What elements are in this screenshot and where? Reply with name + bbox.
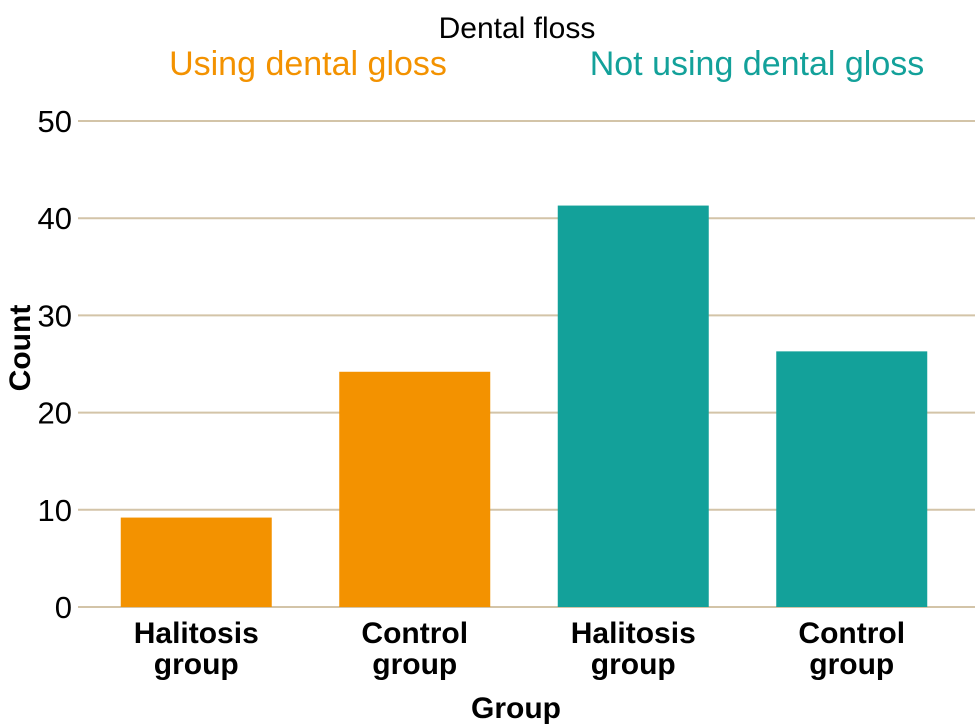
x-category-label: Control group — [361, 617, 468, 681]
x-category-label: Halitosis group — [134, 617, 259, 681]
bars — [120, 205, 928, 607]
y-axis-ticks: 0 10 20 30 40 50 — [38, 104, 72, 625]
x-category-label: Control group — [798, 617, 905, 681]
bar — [339, 371, 491, 607]
legend-entry-not-using: Not using dental gloss — [590, 45, 925, 83]
bar — [776, 351, 928, 607]
legend-entry-using: Using dental gloss — [169, 45, 447, 83]
y-tick-label: 20 — [38, 396, 72, 431]
x-axis-title: Group — [471, 692, 561, 725]
chart-title: Dental floss — [439, 12, 596, 45]
x-category-label: Halitosis group — [571, 617, 696, 681]
x-axis-category-labels: Halitosis group Control group Halitosis group… — [134, 617, 905, 681]
y-axis-title: Count — [4, 305, 37, 392]
y-tick-label: 0 — [55, 590, 72, 625]
y-tick-label: 50 — [38, 104, 72, 139]
y-tick-label: 10 — [38, 493, 72, 528]
y-tick-label: 40 — [38, 201, 72, 236]
bar — [120, 517, 272, 607]
y-tick-label: 30 — [38, 298, 72, 333]
bar — [557, 205, 709, 607]
